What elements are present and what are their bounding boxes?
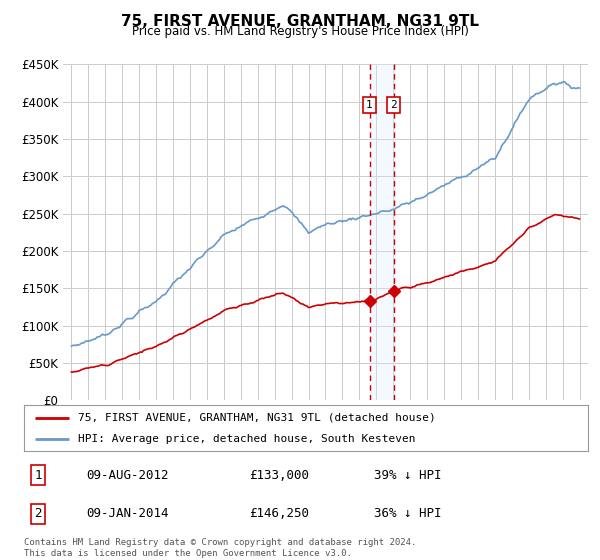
- Text: HPI: Average price, detached house, South Kesteven: HPI: Average price, detached house, Sout…: [77, 435, 415, 444]
- Bar: [370, 64, 394, 400]
- Text: 39% ↓ HPI: 39% ↓ HPI: [374, 469, 441, 482]
- Text: Price paid vs. HM Land Registry's House Price Index (HPI): Price paid vs. HM Land Registry's House …: [131, 25, 469, 38]
- Text: 2: 2: [34, 507, 42, 520]
- Text: 36% ↓ HPI: 36% ↓ HPI: [374, 507, 441, 520]
- Text: £133,000: £133,000: [250, 469, 310, 482]
- Text: 75, FIRST AVENUE, GRANTHAM, NG31 9TL: 75, FIRST AVENUE, GRANTHAM, NG31 9TL: [121, 14, 479, 29]
- Text: 2: 2: [391, 100, 397, 110]
- Text: Contains HM Land Registry data © Crown copyright and database right 2024.
This d: Contains HM Land Registry data © Crown c…: [24, 538, 416, 558]
- Text: 1: 1: [366, 100, 373, 110]
- Text: 09-JAN-2014: 09-JAN-2014: [86, 507, 169, 520]
- Text: 1: 1: [34, 469, 42, 482]
- Text: £146,250: £146,250: [250, 507, 310, 520]
- Text: 09-AUG-2012: 09-AUG-2012: [86, 469, 169, 482]
- Text: 75, FIRST AVENUE, GRANTHAM, NG31 9TL (detached house): 75, FIRST AVENUE, GRANTHAM, NG31 9TL (de…: [77, 413, 436, 423]
